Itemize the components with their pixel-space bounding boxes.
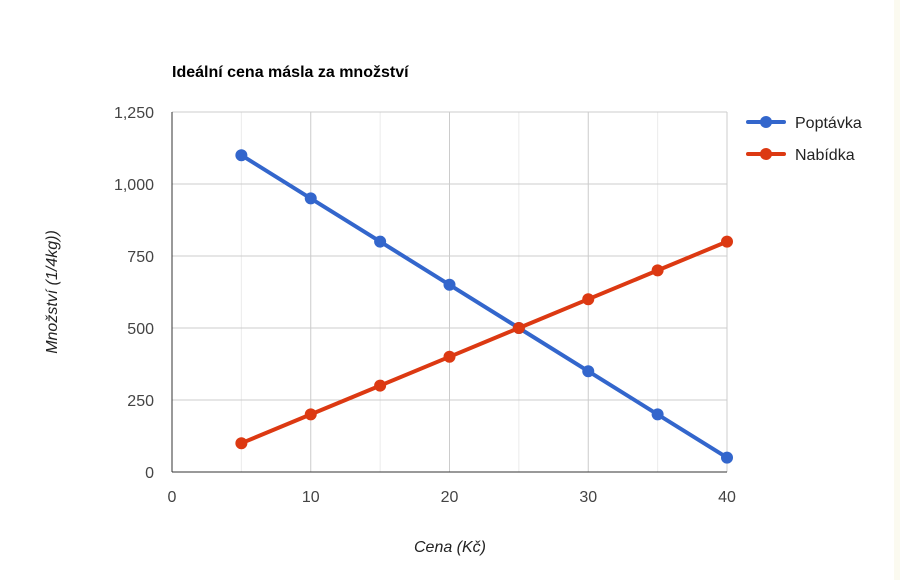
data-point <box>651 408 664 421</box>
y-tick-label: 0 <box>145 465 154 482</box>
data-point <box>512 322 525 334</box>
data-point <box>304 192 317 205</box>
series-line <box>239 153 729 460</box>
y-tick-label: 1,250 <box>114 105 154 122</box>
x-tick-label: 0 <box>168 489 177 506</box>
data-point <box>235 149 248 162</box>
tick-labels: 0 10 20 30 40 0 250 500 750 1,000 1,250 <box>114 105 736 506</box>
legend-swatch-marker <box>760 148 772 160</box>
series-line <box>239 239 729 446</box>
grid <box>172 111 728 472</box>
y-axis-title: Množství (1/4kg)) <box>44 230 61 354</box>
data-point <box>721 451 733 464</box>
x-axis-title: Cena (Kč) <box>414 539 486 556</box>
legend[interactable]: Poptávka Nabídka <box>746 115 862 164</box>
data-point <box>374 235 387 248</box>
data-point <box>721 235 733 248</box>
x-tick-label: 20 <box>441 489 459 506</box>
x-tick-label: 10 <box>302 489 320 506</box>
x-tick-label: 40 <box>718 489 736 506</box>
y-tick-label: 750 <box>127 249 154 266</box>
chart-title: Ideální cena másla za množství <box>172 64 409 81</box>
data-point <box>304 408 317 421</box>
data-point <box>443 350 456 363</box>
x-tick-label: 30 <box>579 489 597 506</box>
axes <box>171 112 727 473</box>
series-group <box>235 149 733 464</box>
y-tick-label: 250 <box>127 393 154 410</box>
legend-swatch-marker <box>760 116 772 128</box>
edge-strip <box>894 0 900 580</box>
data-point <box>582 365 595 378</box>
legend-label: Poptávka <box>795 115 862 132</box>
data-point <box>443 278 456 291</box>
legend-label: Nabídka <box>795 147 855 164</box>
data-point <box>235 437 248 450</box>
y-tick-label: 500 <box>127 321 154 338</box>
y-tick-label: 1,000 <box>114 177 154 194</box>
data-point <box>651 264 664 277</box>
data-point <box>582 293 595 306</box>
data-point <box>374 379 387 392</box>
